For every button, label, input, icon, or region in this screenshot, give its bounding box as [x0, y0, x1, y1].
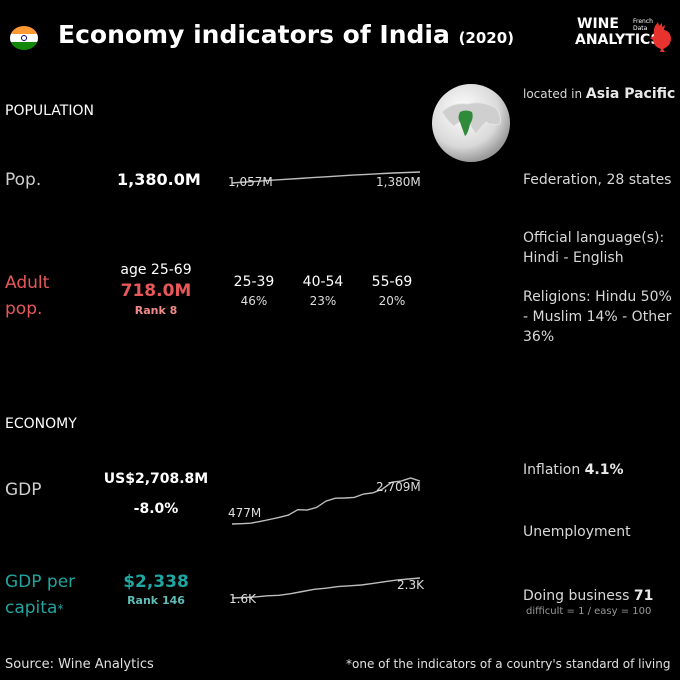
inflation-value: 4.1%	[584, 462, 624, 478]
gdp-pc-label-line2: capita*	[5, 595, 75, 622]
logo-tag-1: French	[633, 18, 653, 25]
gdp-spark-start: 477M	[228, 506, 262, 520]
languages-value: Hindi - English	[523, 250, 624, 266]
age-group-pct: 20%	[378, 294, 406, 308]
gdp-per-capita-sparkline	[231, 577, 421, 599]
languages-block: Official language(s): Hindi - English	[523, 228, 678, 268]
logo-tag-2: Data	[633, 25, 648, 32]
doing-business-label: Doing business	[523, 588, 630, 604]
religions-text: Religions: Hindu 50% - Muslim 14% - Othe…	[523, 289, 672, 345]
doing-business-note: difficult = 1 / easy = 100	[526, 606, 652, 617]
languages-label: Official language(s):	[523, 230, 665, 246]
rooster-icon	[650, 22, 671, 52]
page-title: Economy indicators of India (2020)	[58, 20, 514, 49]
age-group: 55-69 20%	[362, 274, 422, 308]
age-group-pct: 23%	[309, 294, 337, 308]
located-prefix: located in	[523, 87, 583, 101]
gdp-growth: -8.0%	[133, 501, 179, 517]
age-range: age 25-69	[120, 262, 192, 278]
adult-label-line1: Adult	[5, 273, 50, 293]
gdp-spark-end: 2,709M	[376, 480, 421, 494]
pop-value: 1,380.0M	[117, 170, 201, 189]
population-section-label: POPULATION	[5, 103, 94, 119]
economy-section-label: ECONOMY	[5, 416, 77, 432]
doing-business-value: 71	[633, 588, 654, 604]
india-flag-icon	[10, 26, 38, 50]
flag-stripe-green	[10, 42, 38, 50]
age-group-range: 55-69	[371, 274, 413, 290]
adult-pop-block: age 25-69 718.0M Rank 8	[98, 262, 214, 317]
inflation-label: Inflation	[523, 462, 581, 478]
gdp-per-capita-block: $2,338 Rank 146	[98, 572, 214, 607]
footnote: *one of the indicators of a country's st…	[346, 657, 671, 671]
age-group-range: 40-54	[302, 274, 344, 290]
pop-label: Pop.	[5, 170, 42, 190]
globe-map-icon	[432, 84, 510, 162]
chakra-icon	[21, 35, 27, 41]
logo-line-1: WINE	[577, 16, 619, 32]
wine-analytics-logo: WINE French Data ANALYTICS	[575, 16, 675, 56]
government-type: Federation, 28 states	[523, 172, 672, 188]
gdp-pc-value: $2,338	[123, 572, 189, 592]
adult-pop-value: 718.0M	[120, 281, 192, 301]
flag-stripe-white	[10, 34, 38, 42]
gdp-pc-label-word: capita	[5, 598, 58, 618]
source-note: Source: Wine Analytics	[5, 657, 154, 672]
gdp-pc-rank: Rank 146	[127, 594, 185, 607]
pop-spark-start: 1,057M	[228, 175, 273, 189]
age-group-pct: 46%	[240, 294, 268, 308]
age-group: 25-39 46%	[224, 274, 284, 308]
adult-pop-rank: Rank 8	[134, 304, 178, 317]
region-name: Asia Pacific	[585, 86, 676, 102]
gdp-pc-spark-start: 1.6K	[229, 592, 256, 606]
logo-line-2: ANALYTICS	[575, 32, 661, 48]
inflation-line: Inflation 4.1%	[523, 460, 624, 480]
gdp-pc-spark-end: 2.3K	[397, 578, 424, 592]
gdp-pc-label-line1: GDP per	[5, 572, 76, 592]
doing-business-line: Doing business 71	[523, 586, 653, 606]
gdp-label: GDP	[5, 480, 42, 500]
age-group-range: 25-39	[233, 274, 275, 290]
gdp-per-capita-label: GDP per capita*	[5, 569, 75, 622]
gdp-block: US$2,708.8M -8.0%	[98, 471, 214, 517]
pop-sparkline	[231, 171, 421, 184]
pop-spark-end: 1,380M	[376, 175, 421, 189]
gdp-pc-asterisk: *	[57, 602, 64, 616]
adult-label-line2: pop.	[5, 299, 43, 319]
flag-stripe-saffron	[10, 26, 38, 34]
age-group: 40-54 23%	[293, 274, 353, 308]
gdp-sparkline-line	[231, 477, 421, 525]
adult-pop-label: Adult pop.	[5, 270, 49, 322]
title-text: Economy indicators of India	[58, 20, 450, 49]
pop-sparkline-line	[231, 171, 421, 184]
location-line: located in Asia Pacific	[523, 84, 675, 104]
unemployment-label: Unemployment	[523, 524, 631, 540]
gdp-value: US$2,708.8M	[103, 471, 209, 487]
gdp-pc-sparkline-line	[231, 577, 421, 599]
gdp-sparkline	[231, 477, 421, 525]
title-year: (2020)	[458, 29, 515, 47]
